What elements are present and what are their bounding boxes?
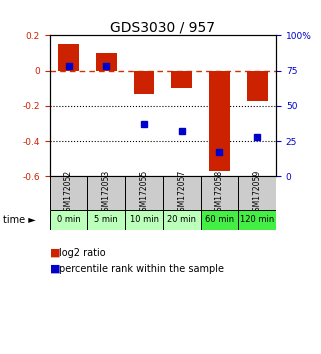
Bar [134,71,154,93]
Bar [247,71,268,101]
Text: 0 min: 0 min [57,215,81,224]
Bar [58,44,79,71]
Bar [50,210,87,230]
Bar [87,210,125,230]
Text: percentile rank within the sample: percentile rank within the sample [59,264,224,274]
Text: GSM172058: GSM172058 [215,170,224,216]
Text: 60 min: 60 min [205,215,234,224]
Bar [125,210,163,230]
Bar [209,71,230,171]
Bar [201,176,238,210]
Text: GSM172052: GSM172052 [64,170,73,216]
Title: GDS3030 / 957: GDS3030 / 957 [110,20,215,34]
Bar [163,176,201,210]
Text: time ►: time ► [3,215,36,225]
Text: 5 min: 5 min [94,215,118,224]
Bar [163,210,201,230]
Text: log2 ratio: log2 ratio [59,248,106,258]
Bar [238,176,276,210]
Bar [87,176,125,210]
Bar [238,210,276,230]
Bar [50,176,87,210]
Bar [125,176,163,210]
Text: GSM172055: GSM172055 [140,170,149,216]
Bar [201,210,238,230]
Text: GSM172057: GSM172057 [177,170,186,216]
Text: 120 min: 120 min [240,215,274,224]
Bar [96,53,117,71]
Text: 10 min: 10 min [130,215,159,224]
Text: ■: ■ [50,264,60,274]
Text: 20 min: 20 min [167,215,196,224]
Bar [171,71,192,88]
Text: GSM172053: GSM172053 [102,170,111,216]
Text: ■: ■ [50,248,60,258]
Text: GSM172059: GSM172059 [253,170,262,216]
